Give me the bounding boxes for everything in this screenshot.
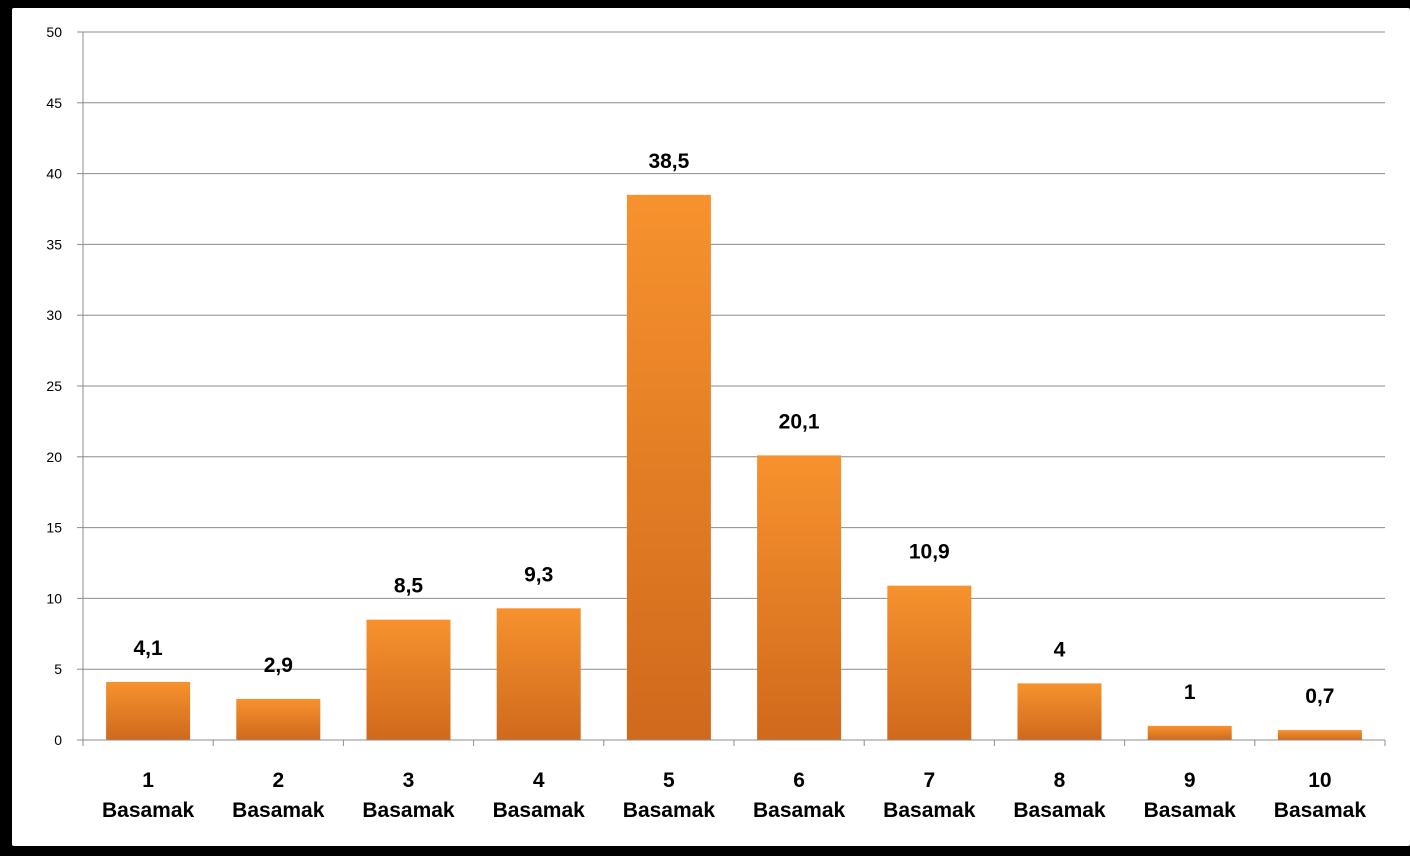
bars xyxy=(106,194,1362,741)
data-label: 8,5 xyxy=(394,575,424,598)
x-axis: 1 Basamak 2 Basamak 3 Basamak 4 Basamak 5 Basamak… xyxy=(82,739,1386,822)
y-tick-label: 40 xyxy=(46,166,62,182)
data-labels: 4,1 2,9 8,5 9,3 38,5 20,1 10,9 4 1 0,7 xyxy=(133,150,1334,708)
data-label: 38,5 xyxy=(648,150,689,173)
y-tick-label: 25 xyxy=(46,378,62,394)
bar xyxy=(236,698,321,740)
y-tick-label: 0 xyxy=(54,732,62,748)
data-label: 0,7 xyxy=(1305,685,1334,708)
bar xyxy=(496,608,581,740)
x-tick-label: 9 Basamak xyxy=(1144,769,1237,822)
x-tick-label: 7 Basamak xyxy=(883,769,976,822)
x-tick-label: 4 Basamak xyxy=(493,769,586,822)
x-tick-label: 3 Basamak xyxy=(362,769,455,822)
gridlines xyxy=(83,31,1385,670)
bar xyxy=(106,681,191,740)
data-label: 9,3 xyxy=(524,563,553,586)
x-tick-label: 2 Basamak xyxy=(232,769,325,822)
data-label: 1 xyxy=(1184,681,1196,704)
bar xyxy=(1147,725,1232,740)
y-tick-label: 10 xyxy=(46,590,62,606)
bar xyxy=(1277,730,1362,740)
y-tick-label: 50 xyxy=(46,24,62,40)
data-label: 20,1 xyxy=(779,410,820,433)
bar xyxy=(887,585,972,740)
bar xyxy=(1017,683,1102,740)
y-axis: 0 5 10 15 20 25 30 35 40 45 50 xyxy=(46,24,84,748)
x-tick-label: 6 Basamak xyxy=(753,769,846,822)
y-tick-label: 45 xyxy=(46,95,62,111)
data-label: 4,1 xyxy=(133,637,163,660)
x-tick-label: 8 Basamak xyxy=(1013,769,1106,822)
data-label: 4 xyxy=(1054,638,1066,661)
bar xyxy=(366,619,451,740)
x-tick-label: 10 Basamak xyxy=(1274,769,1367,822)
bar xyxy=(757,455,842,740)
y-tick-label: 15 xyxy=(46,520,62,536)
x-tick-label: 5 Basamak xyxy=(623,769,716,822)
y-tick-label: 30 xyxy=(46,307,62,323)
y-tick-label: 20 xyxy=(46,449,62,465)
data-label: 2,9 xyxy=(264,654,293,677)
y-tick-label: 35 xyxy=(46,236,62,252)
bar xyxy=(626,194,711,741)
data-label: 10,9 xyxy=(909,541,950,564)
x-tick-label: 1 Basamak xyxy=(102,769,195,822)
y-tick-label: 5 xyxy=(54,661,62,677)
